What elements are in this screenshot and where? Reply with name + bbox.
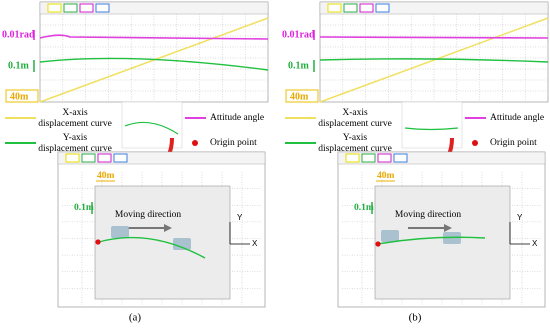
channel-box (81, 153, 96, 163)
direction-arrowhead (164, 224, 172, 232)
channel-box (361, 153, 376, 163)
legend-origin-label: Origin point (490, 138, 537, 148)
axis-x-label: X (532, 239, 538, 248)
channel-box (327, 3, 342, 13)
vehicle (111, 226, 129, 238)
moving-direction: Moving direction (115, 210, 181, 220)
channel-box (359, 3, 374, 13)
legend-attitude-label: Attitude angle (210, 113, 264, 123)
legend-x-label: displacement curve (318, 119, 392, 129)
channel-box (113, 153, 128, 163)
attitude-scale: 0.01rad (282, 29, 315, 40)
caption: (a) (129, 312, 142, 324)
legend-x-label: displacement curve (38, 119, 112, 129)
channel-box (47, 3, 62, 13)
plane-scale-y: 0.1m (74, 203, 94, 213)
plane-scale-x: 40m (97, 171, 115, 181)
origin-point (375, 241, 381, 247)
legend-origin-label: Origin point (210, 138, 257, 148)
channel-box (377, 153, 392, 163)
vehicle (381, 230, 399, 242)
y-scale: 0.1m (8, 60, 30, 71)
legend-x-label: X-axis (342, 108, 368, 118)
x-scale-box (5, 89, 39, 103)
moving-direction: Moving direction (395, 210, 461, 220)
x-scale-box (285, 89, 319, 103)
channel-box (97, 153, 112, 163)
plane-area (94, 185, 231, 300)
legend-origin-dot (192, 140, 198, 146)
y-scale: 0.1m (288, 60, 310, 71)
x-scale: 40m (290, 91, 309, 102)
y-curve (39, 57, 269, 71)
channel-box (375, 3, 390, 13)
legend-origin-dot (472, 140, 478, 146)
inset-curve (404, 127, 459, 131)
legend-attitude-label: Attitude angle (490, 113, 544, 123)
legend-y-label: displacement curve (318, 144, 392, 154)
legend-x-label: X-axis (62, 108, 88, 118)
vehicle (443, 232, 461, 244)
plane-scale-y: 0.1m (354, 203, 374, 213)
plane-area (374, 185, 511, 300)
direction-arrowhead (444, 224, 452, 232)
channel-box (63, 3, 78, 13)
channel-box (343, 3, 358, 13)
legend-y-label: Y-axis (343, 133, 368, 143)
caption: (b) (409, 312, 422, 324)
legend-y-label: displacement curve (38, 144, 112, 154)
legend-y-label: Y-axis (63, 133, 88, 143)
plane-scale-x: 40m (377, 171, 395, 181)
trajectory (377, 236, 486, 245)
channel-box (95, 3, 110, 13)
x-scale: 40m (10, 91, 29, 102)
vehicle (173, 238, 191, 250)
channel-box (393, 153, 408, 163)
attitude-scale: 0.01rad (2, 29, 35, 40)
origin-point (95, 239, 101, 245)
axis-y-label: Y (237, 213, 243, 222)
channel-box (345, 153, 360, 163)
channel-box (79, 3, 94, 13)
y-curve (319, 58, 549, 63)
attitude-curve (39, 34, 269, 40)
axis-y-label: Y (517, 213, 523, 222)
attitude-curve (319, 36, 549, 39)
trajectory (98, 236, 206, 259)
axis-x-label: X (252, 239, 258, 248)
inset-curve (124, 121, 179, 135)
channel-box (65, 153, 80, 163)
x-curve (319, 17, 549, 103)
